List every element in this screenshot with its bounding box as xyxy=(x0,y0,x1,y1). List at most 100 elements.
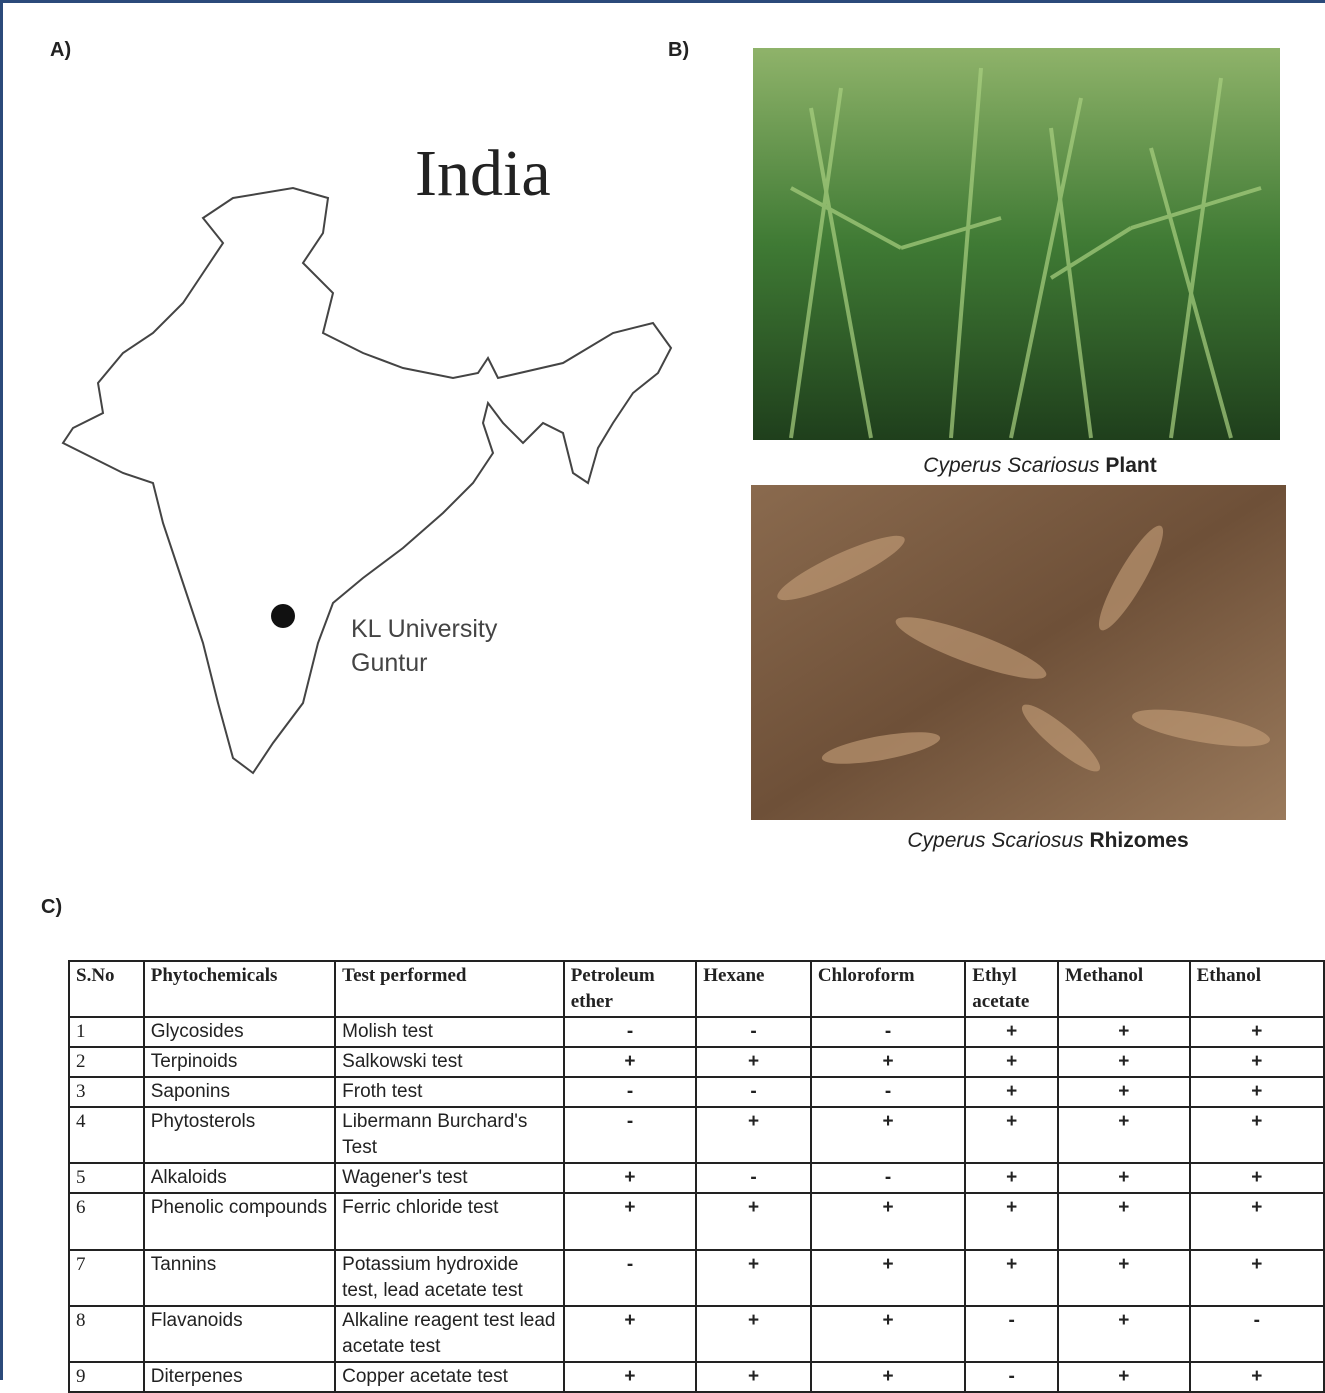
table-cell: Diterpenes xyxy=(144,1362,335,1392)
table-cell: 1 xyxy=(69,1017,144,1047)
table-cell: Libermann Burchard's Test xyxy=(335,1107,564,1163)
location-dot xyxy=(271,604,295,628)
part: Plant xyxy=(1105,454,1156,477)
part: Rhizomes xyxy=(1089,829,1188,852)
table-cell: Tannins xyxy=(144,1250,335,1306)
table-cell: 2 xyxy=(69,1047,144,1077)
table-cell: - xyxy=(1190,1306,1324,1362)
table-cell: + xyxy=(811,1250,965,1306)
table-cell: + xyxy=(811,1047,965,1077)
table-cell: 3 xyxy=(69,1077,144,1107)
table-cell: - xyxy=(564,1077,697,1107)
table-cell: Potassium hydroxide test, lead acetate t… xyxy=(335,1250,564,1306)
header-cell: Chloroform xyxy=(811,961,965,1017)
figure: A) B) C) India KL University Guntur Cype… xyxy=(0,0,1325,1380)
map-title: India xyxy=(415,137,551,210)
species: Cyperus Scariosus xyxy=(907,829,1083,852)
table-cell: + xyxy=(1190,1107,1324,1163)
table-cell: + xyxy=(1190,1163,1324,1193)
table-cell: 5 xyxy=(69,1163,144,1193)
table-cell: - xyxy=(564,1107,697,1163)
table-cell: + xyxy=(564,1047,697,1077)
table-cell: - xyxy=(811,1077,965,1107)
panel-label: C) xyxy=(41,896,62,919)
table-cell: - xyxy=(696,1077,811,1107)
table-cell: + xyxy=(1058,1017,1190,1047)
table-cell: Wagener's test xyxy=(335,1163,564,1193)
table-cell: Glycosides xyxy=(144,1017,335,1047)
table-cell: Terpinoids xyxy=(144,1047,335,1077)
table-cell: + xyxy=(965,1077,1058,1107)
table-cell: + xyxy=(965,1107,1058,1163)
table-cell: + xyxy=(1190,1047,1324,1077)
table-cell: + xyxy=(1190,1017,1324,1047)
table-cell: 7 xyxy=(69,1250,144,1306)
table-cell: + xyxy=(696,1107,811,1163)
table-cell: + xyxy=(564,1306,697,1362)
table-cell: Alkaline reagent test lead acetate test xyxy=(335,1306,564,1362)
table-cell: + xyxy=(965,1193,1058,1250)
table-cell: + xyxy=(1058,1362,1190,1392)
plant-photo xyxy=(753,48,1280,440)
table-cell: Flavanoids xyxy=(144,1306,335,1362)
table-cell: + xyxy=(1058,1250,1190,1306)
table-cell: Copper acetate test xyxy=(335,1362,564,1392)
table-cell: + xyxy=(1058,1107,1190,1163)
table-cell: Ferric chloride test xyxy=(335,1193,564,1250)
table-cell: + xyxy=(1190,1362,1324,1392)
table-cell: + xyxy=(696,1362,811,1392)
table-cell: 4 xyxy=(69,1107,144,1163)
header-cell: Phytochemicals xyxy=(144,961,335,1017)
table-cell: + xyxy=(1190,1193,1324,1250)
table-cell: Phytosterols xyxy=(144,1107,335,1163)
table-cell: + xyxy=(1058,1077,1190,1107)
table-cell: - xyxy=(811,1163,965,1193)
header-cell: Test performed xyxy=(335,961,564,1017)
table-cell: + xyxy=(1190,1250,1324,1306)
table-cell: Phenolic compounds xyxy=(144,1193,335,1250)
table-cell: 6 xyxy=(69,1193,144,1250)
table-cell: Salkowski test xyxy=(335,1047,564,1077)
table-cell: - xyxy=(965,1362,1058,1392)
table-cell: + xyxy=(965,1163,1058,1193)
table-cell: + xyxy=(965,1250,1058,1306)
table-cell: - xyxy=(696,1163,811,1193)
table-cell: + xyxy=(1058,1306,1190,1362)
table-cell: + xyxy=(696,1193,811,1250)
table-cell: + xyxy=(965,1047,1058,1077)
table-cell: + xyxy=(564,1193,697,1250)
table-cell: 8 xyxy=(69,1306,144,1362)
table-cell: + xyxy=(696,1306,811,1362)
location-label: Guntur xyxy=(351,649,427,677)
header-cell: S.No xyxy=(69,961,144,1017)
table-cell: + xyxy=(811,1193,965,1250)
table-cell: Alkaloids xyxy=(144,1163,335,1193)
table-cell: - xyxy=(811,1017,965,1047)
header-cell: Methanol xyxy=(1058,961,1190,1017)
table-cell: + xyxy=(1190,1077,1324,1107)
table-cell: Molish test xyxy=(335,1017,564,1047)
photos xyxy=(751,48,1286,823)
table-cell: 9 xyxy=(69,1362,144,1392)
header-cell: Ethanol xyxy=(1190,961,1324,1017)
india-outline xyxy=(63,188,671,773)
table-cell: + xyxy=(696,1250,811,1306)
table-cell: + xyxy=(1058,1163,1190,1193)
table-cell: + xyxy=(564,1163,697,1193)
photo-caption: Cyperus Scariosus Rhizomes xyxy=(778,829,1318,853)
table-cell: Saponins xyxy=(144,1077,335,1107)
header-cell: Petroleum ether xyxy=(564,961,697,1017)
species: Cyperus Scariosus xyxy=(923,454,1099,477)
table-cell: + xyxy=(696,1047,811,1077)
table-cell: - xyxy=(965,1306,1058,1362)
table-cell: + xyxy=(811,1107,965,1163)
table-cell: Froth test xyxy=(335,1077,564,1107)
photo-caption: Cyperus Scariosus Plant xyxy=(770,454,1310,478)
